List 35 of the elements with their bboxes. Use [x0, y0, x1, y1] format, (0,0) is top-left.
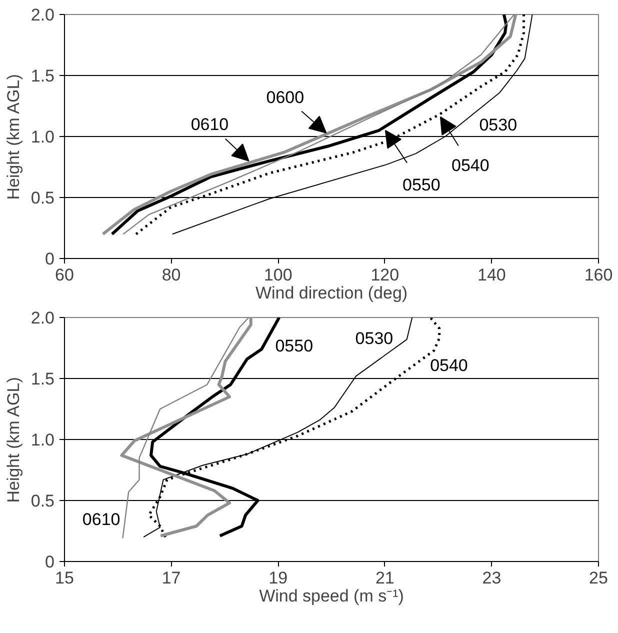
y-tick-label: 1.0 — [30, 430, 55, 450]
y-tick-label: 2.0 — [30, 308, 55, 328]
y-tick-label: 1.5 — [30, 66, 55, 86]
x-tick-label: 19 — [268, 568, 288, 588]
annotation: 0610 — [190, 114, 229, 134]
x-tick-label: 21 — [375, 568, 394, 588]
x-tick-label: 25 — [589, 568, 608, 588]
annotation: 0530 — [479, 115, 518, 134]
x-tick-label: 60 — [55, 266, 74, 284]
annotation: 0600 — [266, 88, 304, 107]
y-axis-title: Height (km AGL) — [4, 377, 23, 503]
annotation: 0530 — [355, 329, 394, 348]
annotation: 0550 — [275, 336, 314, 356]
annotation: 0540 — [452, 156, 490, 175]
x-tick-label: 120 — [370, 266, 400, 284]
annotation: 0550 — [402, 175, 440, 194]
y-tick-label: 0.5 — [30, 492, 55, 510]
y-tick-label: 0.5 — [30, 188, 55, 208]
x-axis-title: Wind speed (m s⁻¹) — [259, 586, 404, 606]
y-tick-label: 2.0 — [30, 6, 55, 24]
x-tick-label: 80 — [162, 266, 181, 284]
annotation: 0540 — [430, 356, 468, 376]
y-tick-label: 0 — [45, 250, 55, 268]
y-tick-label: 0 — [45, 552, 55, 572]
y-tick-label: 1.0 — [30, 128, 55, 146]
y-axis-title: Height (km AGL) — [4, 74, 23, 200]
x-tick-label: 17 — [162, 568, 181, 588]
x-tick-label: 140 — [478, 266, 506, 284]
x-tick-label: 23 — [482, 568, 502, 588]
x-axis-title: Wind direction (deg) — [255, 284, 408, 302]
x-tick-label: 160 — [584, 266, 613, 284]
annotation: 0610 — [82, 510, 120, 529]
x-tick-label: 100 — [264, 266, 292, 284]
x-tick-label: 15 — [55, 568, 74, 588]
y-tick-label: 1.5 — [30, 370, 55, 388]
